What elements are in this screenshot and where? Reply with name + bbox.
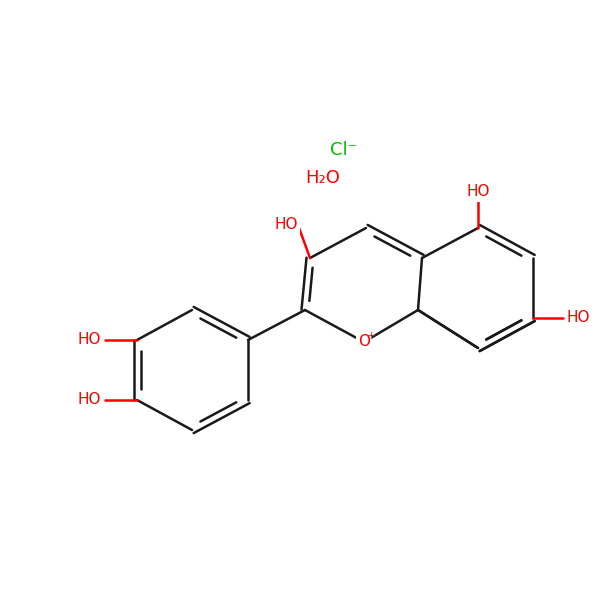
Text: HO: HO — [466, 185, 490, 199]
Text: O: O — [358, 335, 370, 349]
Text: HO: HO — [77, 392, 101, 407]
Text: Cl⁻: Cl⁻ — [330, 141, 357, 159]
Text: H₂O: H₂O — [305, 169, 340, 187]
Text: HO: HO — [567, 311, 590, 325]
Text: +: + — [367, 331, 376, 341]
Text: HO: HO — [77, 332, 101, 347]
Text: HO: HO — [274, 217, 298, 232]
